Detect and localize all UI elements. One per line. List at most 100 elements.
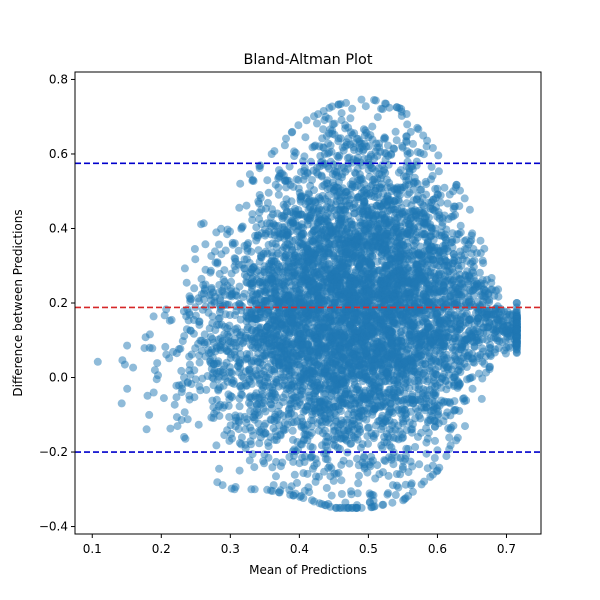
data-point [512,299,521,307]
data-point [255,215,264,224]
data-point [300,486,309,495]
data-point [223,324,232,333]
data-point [332,227,341,236]
data-point [244,239,253,248]
data-point [444,215,453,223]
data-point [356,425,364,434]
data-point [422,142,431,151]
data-point [431,194,440,203]
data-point [433,212,442,221]
data-point [429,205,438,214]
data-point [445,433,454,442]
data-point [334,100,343,109]
data-point [445,445,454,454]
data-point [176,344,185,353]
data-point [317,171,326,180]
data-point [279,398,287,406]
data-point [501,349,510,358]
data-point [417,428,426,437]
data-point [261,204,270,213]
data-point [340,385,349,393]
data-point [195,317,204,326]
data-point [234,246,243,255]
data-point [225,413,234,421]
data-point [360,219,369,228]
data-point [371,474,380,483]
data-point [152,375,161,384]
data-point [456,319,464,328]
data-point [290,147,299,156]
data-point [320,449,328,458]
data-point [423,434,432,443]
data-point [337,109,346,118]
data-point [357,95,366,104]
data-point [274,336,283,345]
data-point [285,162,294,171]
data-point [300,166,309,175]
data-point [236,381,245,390]
data-point [181,434,190,443]
data-point [267,416,276,424]
data-point [225,311,234,319]
data-point [284,265,293,274]
data-point [117,399,126,408]
data-point [212,441,221,450]
data-point [428,144,437,152]
scatter-points [93,95,521,512]
data-point [159,394,168,403]
data-point [409,185,418,194]
data-point [330,396,339,405]
data-point [403,239,412,247]
data-point [427,162,436,171]
data-point [250,463,259,472]
data-point [461,244,470,253]
data-point [468,373,477,382]
data-point [447,423,456,432]
data-point [430,422,439,431]
data-point [213,478,222,487]
data-point [118,356,127,365]
data-point [321,112,330,121]
data-point [185,360,194,369]
data-point [210,297,219,306]
data-point [272,472,280,481]
data-point [180,264,189,273]
data-point [165,316,174,325]
data-point [148,344,157,353]
data-point [335,254,344,263]
data-point [399,419,408,428]
data-point [411,238,420,247]
data-point [456,186,464,195]
data-point [235,368,243,377]
data-point [209,381,218,390]
data-point [269,481,278,490]
data-point [195,358,204,367]
data-point [422,449,431,458]
data-point [473,249,481,258]
data-point [170,400,179,409]
data-point [358,440,367,449]
data-point [337,116,346,125]
data-point [239,293,248,301]
data-point [249,431,258,440]
data-point [332,469,341,478]
data-point [227,484,236,493]
data-point [402,110,411,118]
data-point [240,255,249,264]
data-point [190,284,199,293]
data-point [306,157,315,166]
data-point [209,403,218,412]
data-point [449,345,458,354]
data-point [226,421,235,430]
data-point [420,477,429,486]
data-point [123,341,132,350]
data-point [245,456,254,465]
data-point [290,470,299,479]
data-point [475,268,484,277]
data-point [478,256,487,265]
data-point [214,314,223,323]
data-point [376,174,385,183]
data-point [310,461,319,470]
data-point [465,205,474,214]
data-point [190,245,199,253]
